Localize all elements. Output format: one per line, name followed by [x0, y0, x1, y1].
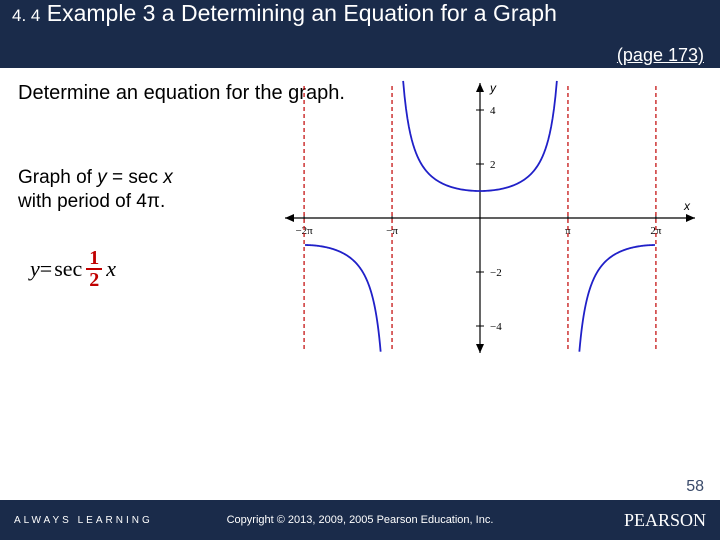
pearson-logo: PEARSON	[624, 510, 706, 531]
eq-x: x	[106, 256, 116, 282]
eq-numerator: 1	[86, 248, 102, 270]
desc-y: y	[97, 167, 107, 188]
secant-chart: xy−2π−ππ2π42−2−4	[280, 78, 700, 378]
eq-fraction: 12	[86, 248, 102, 290]
svg-text:2: 2	[490, 159, 496, 171]
eq-denominator: 2	[86, 270, 102, 290]
equation: y = sec12x	[30, 248, 116, 290]
svg-text:x: x	[683, 199, 691, 213]
title-text: Example 3 a Determining an Equation for …	[47, 0, 557, 26]
page-reference: (page 173)	[617, 45, 704, 66]
eq-y: y	[30, 256, 40, 282]
slide-number: 58	[686, 478, 704, 496]
eq-equals: =	[40, 256, 52, 282]
slide-title: 4. 4 Example 3 a Determining an Equation…	[12, 0, 708, 28]
chart-svg: xy−2π−ππ2π42−2−4	[280, 78, 700, 358]
graph-description: Graph of y = sec x with period of 4π.	[18, 166, 173, 214]
desc-mid: = sec	[107, 167, 164, 188]
desc-line2: with period of 4π.	[18, 191, 165, 212]
slide-header: 4. 4 Example 3 a Determining an Equation…	[0, 0, 720, 68]
slide-footer: ALWAYS LEARNING Copyright © 2013, 2009, …	[0, 500, 720, 540]
svg-text:y: y	[489, 81, 497, 95]
svg-text:−2: −2	[490, 267, 502, 279]
desc-x: x	[163, 167, 173, 188]
section-number: 4. 4	[12, 6, 40, 25]
always-learning-text: ALWAYS LEARNING	[14, 515, 153, 526]
content-area: Determine an equation for the graph. Gra…	[0, 68, 720, 147]
desc-prefix: Graph of	[18, 167, 97, 188]
svg-text:4: 4	[490, 105, 496, 117]
svg-text:−4: −4	[490, 321, 502, 333]
eq-sec: sec	[54, 256, 82, 282]
copyright-text: Copyright © 2013, 2009, 2005 Pearson Edu…	[227, 514, 494, 526]
